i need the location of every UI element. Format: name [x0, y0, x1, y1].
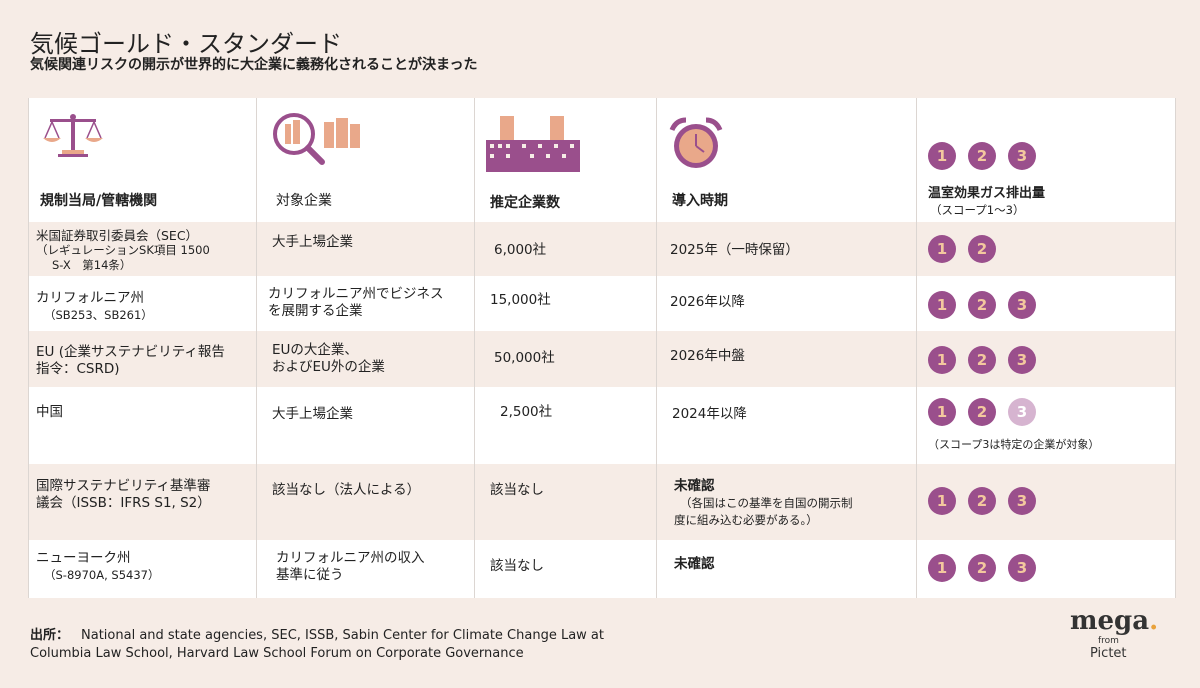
timing-note: （各国はこの基準を自国の開示制 [680, 496, 853, 510]
authority-reference: 議会（ISSB：IFRS S1, S2） [36, 495, 211, 511]
authority-name: カリフォルニア州 [36, 290, 144, 306]
header-authority: 規制当局/管轄機関 [40, 193, 158, 209]
target-line: EUの大企業、 [272, 342, 358, 358]
mega-logo: mega. [1070, 606, 1158, 636]
table-row [28, 387, 1176, 464]
scope-circle: 1 [928, 487, 956, 515]
row-authority: カリフォルニア州 （SB253、SB261） [36, 290, 153, 324]
logo-company: Pictet [1090, 646, 1127, 661]
alarm-clock-icon [669, 117, 723, 168]
row-timing: 2026年以降 [670, 294, 745, 310]
authority-name: EU (企業サステナビリティ報告 [36, 344, 225, 360]
timing-status: 未確認 [674, 478, 715, 494]
column-divider [28, 98, 29, 598]
column-divider [474, 98, 475, 598]
page-subtitle: 気候関連リスクの開示が世界的に大企業に義務化されることが決まった [30, 57, 478, 73]
column-divider [1175, 98, 1176, 598]
scope-circle: 3 [1008, 142, 1036, 170]
row-target: カリフォルニア州でビジネス を展開する企業 [268, 286, 444, 320]
row-timing: 未確認 [674, 556, 715, 572]
row-authority: EU (企業サステナビリティ報告 指令：CSRD) [36, 344, 225, 378]
header-count: 推定企業数 [490, 195, 560, 211]
scope-circle: 2 [968, 142, 996, 170]
table-row [28, 276, 1176, 331]
row-target: 大手上場企業 [272, 406, 353, 422]
target-line: 基準に従う [276, 567, 344, 583]
row-authority: 米国証券取引委員会（SEC） （レギュレーションSK項目 1500 S-X 第1… [36, 228, 210, 273]
authority-reference: S-X 第14条） [52, 258, 132, 272]
logo-from: from [1098, 636, 1119, 646]
row-timing: 未確認 （各国はこの基準を自国の開示制 度に組み込む必要がある。） [674, 478, 853, 529]
scope-circle: 1 [928, 554, 956, 582]
target-line: カリフォルニア州でビジネス [268, 286, 444, 302]
scope-circle: 2 [968, 487, 996, 515]
scope-circle: 1 [928, 291, 956, 319]
authority-name: 国際サステナビリティ基準審 [36, 478, 211, 494]
regulation-table: 1 2 3 規制当局/管轄機関 対象企業 推定企業数 導入時期 温室効果ガス排出… [28, 98, 1176, 598]
scope-circle: 2 [968, 346, 996, 374]
header-target: 対象企業 [276, 193, 332, 209]
authority-name: ニューヨーク州 [36, 550, 131, 566]
authority-reference: （S-8970A, S5437） [44, 568, 160, 582]
row-authority: ニューヨーク州 （S-8970A, S5437） [36, 550, 159, 584]
row-count: 2,500社 [500, 404, 553, 420]
row-target: 該当なし（法人による） [272, 482, 421, 498]
row-count: 該当なし [490, 558, 544, 574]
scales-icon [43, 114, 103, 157]
scope-circle: 3 [1008, 487, 1036, 515]
row-count: 50,000社 [494, 350, 555, 366]
header-scope: 温室効果ガス排出量 [928, 186, 1046, 201]
column-divider [656, 98, 657, 598]
scope-circle: 2 [968, 398, 996, 426]
row-target: カリフォルニア州の収入 基準に従う [276, 550, 425, 584]
buildings-icon [486, 116, 580, 172]
scope-circle-partial: 3 [1008, 398, 1036, 426]
authority-reference: 指令：CSRD) [36, 361, 120, 377]
source-line: National and state agencies, SEC, ISSB, … [81, 628, 604, 643]
scope-circle: 3 [1008, 291, 1036, 319]
row-target: 大手上場企業 [272, 234, 353, 250]
logo-brand: mega [1070, 606, 1150, 636]
row-timing: 2025年（一時保留） [670, 242, 799, 258]
logo-dot: . [1149, 606, 1159, 636]
row-target: EUの大企業、 およびEU外の企業 [272, 342, 385, 376]
scope-circle: 3 [1008, 554, 1036, 582]
scope-circle: 3 [1008, 346, 1036, 374]
timing-note: 度に組み込む必要がある。） [674, 513, 818, 527]
authority-reference: （レギュレーションSK項目 1500 [36, 243, 210, 257]
row-count: 6,000社 [494, 242, 547, 258]
target-line: カリフォルニア州の収入 [276, 550, 425, 566]
magnifier-buildings-icon [273, 113, 360, 165]
target-line: を展開する企業 [268, 303, 363, 319]
column-divider [256, 98, 257, 598]
source-note: 出所： National and state agencies, SEC, ISS… [30, 627, 604, 663]
row-timing: 2026年中盤 [670, 348, 745, 364]
scope-circle: 2 [968, 291, 996, 319]
authority-reference: （SB253、SB261） [44, 308, 153, 322]
authority-name: 米国証券取引委員会（SEC） [36, 228, 199, 243]
scope-circle: 1 [928, 398, 956, 426]
column-divider [916, 98, 917, 598]
page-title: 気候ゴールド・スタンダード [30, 30, 342, 58]
target-line: およびEU外の企業 [272, 359, 385, 375]
scope-circle: 1 [928, 142, 956, 170]
source-line: Columbia Law School, Harvard Law School … [30, 646, 524, 661]
source-label: 出所： [30, 628, 70, 643]
scope-circle: 2 [968, 235, 996, 263]
table-row [28, 540, 1176, 598]
row-count: 該当なし [490, 482, 544, 498]
scope-note: （スコープ3は特定の企業が対象） [928, 438, 1100, 451]
scope-circle: 1 [928, 235, 956, 263]
scope-circle: 2 [968, 554, 996, 582]
scope-circle: 1 [928, 346, 956, 374]
row-authority: 国際サステナビリティ基準審 議会（ISSB：IFRS S1, S2） [36, 478, 211, 512]
row-timing: 2024年以降 [672, 406, 747, 422]
header-timing: 導入時期 [672, 193, 728, 209]
header-scope-range: （スコープ1〜3） [930, 203, 1025, 217]
row-count: 15,000社 [490, 292, 551, 308]
row-authority: 中国 [36, 404, 63, 420]
